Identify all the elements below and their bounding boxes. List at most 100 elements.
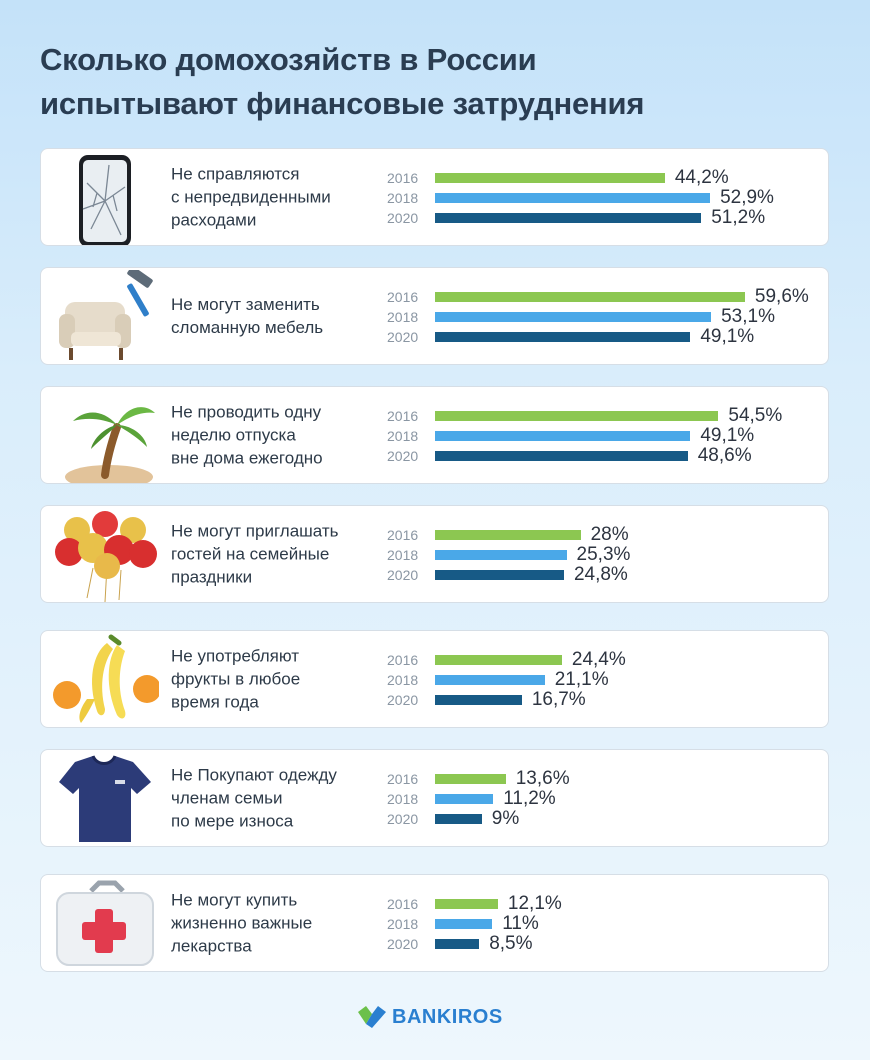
bar-2018 [435, 431, 691, 441]
year-label: 2018 [387, 916, 419, 932]
year-label: 2016 [387, 527, 419, 543]
year-label: 2016 [387, 652, 419, 668]
bar-row: 2018 25,3% [381, 544, 821, 565]
bar-row: 2016 54,5% [381, 405, 821, 426]
group-label: Не употребляют фрукты в любое время года [171, 646, 301, 712]
group-label: Не проводить одну неделю отпуска вне дом… [171, 402, 323, 468]
bar-2016 [435, 173, 665, 183]
group-label: Не справляются с непредвиденными расхода… [171, 164, 331, 230]
year-label: 2020 [387, 936, 419, 952]
chart-group-card: Не могут заменить сломанную мебель 2016 59… [40, 267, 829, 365]
bar-2018 [435, 675, 545, 685]
data-label: 16,7% [531, 689, 586, 710]
palm-tree-icon [65, 407, 155, 483]
data-label: 12,1% [507, 893, 562, 914]
bar-2016 [435, 899, 498, 909]
bar-row: 2018 52,9% [381, 187, 821, 208]
data-label: 8,5% [489, 933, 533, 954]
t-shirt-icon [59, 755, 151, 842]
year-label: 2018 [387, 547, 419, 563]
armchair-hammer-icon [59, 270, 153, 360]
year-label: 2018 [387, 190, 419, 206]
chart-group-card: Не проводить одну неделю отпуска вне дом… [40, 386, 829, 484]
balloons-icon [55, 511, 157, 602]
bar-row: 2020 9% [381, 808, 821, 829]
bar-2018 [435, 312, 712, 322]
data-label: 11% [502, 913, 539, 934]
year-label: 2020 [387, 329, 419, 345]
bar-row: 2020 16,7% [381, 689, 821, 710]
bar-2018 [435, 794, 494, 804]
bar-2020 [435, 814, 482, 824]
year-label: 2018 [387, 309, 419, 325]
year-label: 2020 [387, 448, 419, 464]
data-label: 11,2% [503, 788, 556, 809]
page-title: Сколько домохозяйств в России испытывают… [40, 42, 645, 121]
data-label: 44,2% [674, 167, 729, 188]
chart-group-card: Не могут купить жизненно важные лекарств… [40, 874, 829, 972]
year-label: 2020 [387, 692, 419, 708]
bar-2020 [435, 570, 564, 580]
bar-row: 2020 8,5% [381, 933, 821, 954]
cracked-phone-icon [79, 155, 131, 245]
year-label: 2020 [387, 210, 419, 226]
first-aid-kit-icon [56, 880, 154, 966]
bar-row: 2016 24,4% [381, 649, 821, 670]
bar-2016 [435, 292, 745, 302]
data-label: 49,1% [700, 326, 755, 347]
year-label: 2016 [387, 408, 419, 424]
bar-2020 [435, 451, 688, 461]
bar-row: 2020 49,1% [381, 326, 821, 347]
brand-name: BANKIROS [392, 1006, 503, 1028]
bar-row: 2016 59,6% [381, 286, 821, 307]
data-label: 51,2% [711, 207, 766, 228]
data-label: 53,1% [721, 306, 775, 327]
chart-group-card: Не употребляют фрукты в любое время года… [40, 630, 829, 728]
bar-row: 2020 51,2% [381, 207, 821, 228]
chart-group-card: Не могут приглашать гостей на семейные п… [40, 505, 829, 603]
bar-2020 [435, 213, 702, 223]
data-label: 21,1% [554, 669, 609, 690]
bar-row: 2018 11% [381, 913, 821, 934]
chart-group-card: Не справляются с непредвиденными расхода… [40, 148, 829, 246]
bar-row: 2020 24,8% [381, 564, 821, 585]
bar-row: 2016 28% [381, 524, 821, 545]
year-label: 2016 [387, 771, 419, 787]
bar-2020 [435, 695, 522, 705]
bankiros-logo-icon [358, 1006, 386, 1028]
bar-2016 [435, 411, 719, 421]
group-label: Не могут приглашать гостей на семейные п… [171, 521, 339, 587]
year-label: 2020 [387, 567, 419, 583]
year-label: 2018 [387, 428, 419, 444]
bar-2020 [435, 332, 691, 342]
bar-2018 [435, 550, 567, 560]
bar-row: 2018 49,1% [381, 425, 821, 446]
group-label: Не могут заменить сломанную мебель [171, 295, 324, 337]
data-label: 24,8% [573, 564, 628, 585]
bar-row: 2018 53,1% [381, 306, 821, 327]
data-label: 49,1% [700, 425, 755, 446]
data-label: 24,4% [571, 649, 626, 670]
data-label: 13,6% [515, 768, 570, 789]
data-label: 9% [491, 808, 520, 829]
bar-2016 [435, 774, 506, 784]
group-label: Не могут купить жизненно важные лекарств… [171, 890, 313, 956]
data-label: 48,6% [697, 445, 752, 466]
bar-2020 [435, 939, 480, 949]
data-label: 59,6% [754, 286, 809, 307]
year-label: 2016 [387, 289, 419, 305]
year-label: 2016 [387, 170, 419, 186]
bar-2018 [435, 193, 711, 203]
bar-row: 2016 13,6% [381, 768, 821, 789]
bar-2016 [435, 655, 562, 665]
bar-2018 [435, 919, 493, 929]
bar-row: 2018 21,1% [381, 669, 821, 690]
bar-row: 2016 44,2% [381, 167, 821, 188]
year-label: 2020 [387, 811, 419, 827]
fruits-icon [53, 634, 159, 723]
group-label: Не Покупают одежду членам семьи по мере … [171, 765, 337, 831]
bar-row: 2020 48,6% [381, 445, 821, 466]
brand-logo: BANKIROS [356, 1002, 502, 1032]
data-label: 25,3% [576, 544, 631, 565]
data-label: 54,5% [728, 405, 783, 426]
